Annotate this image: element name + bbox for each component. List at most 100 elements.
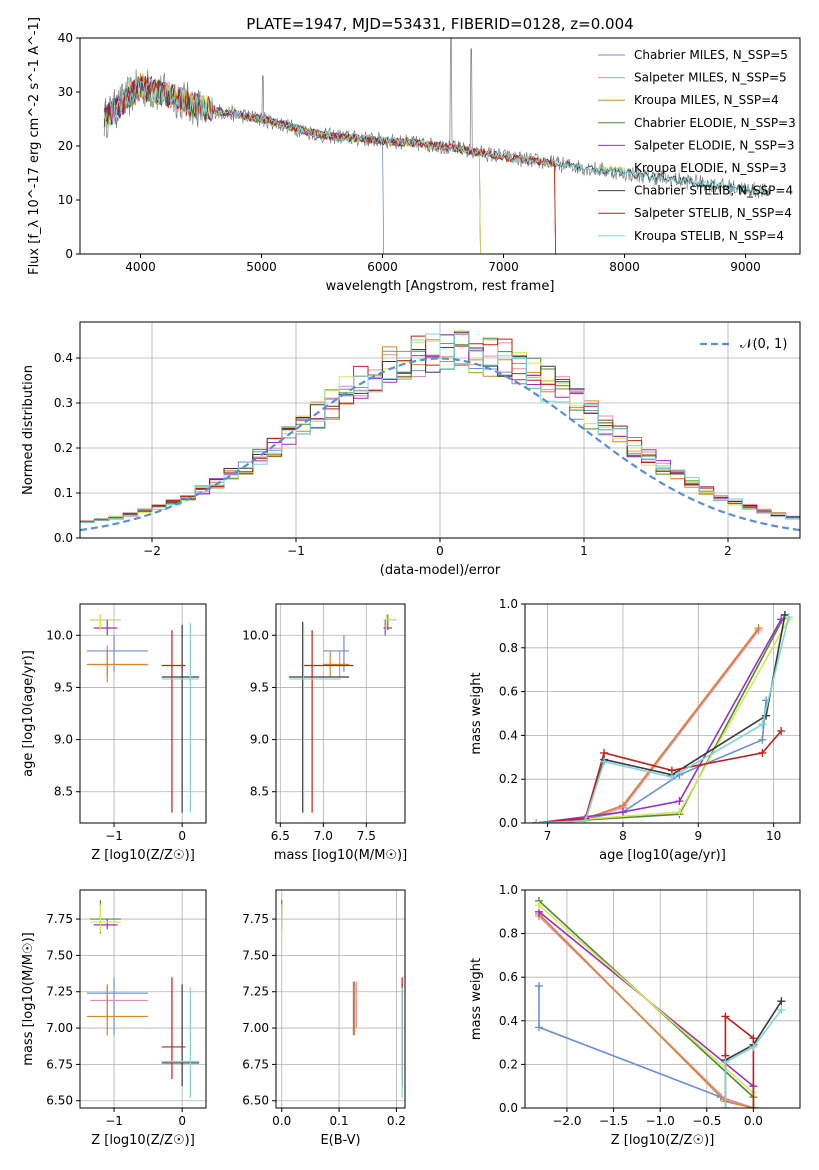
y-tick-label: 7.25 xyxy=(242,985,269,999)
spectrum-model-line xyxy=(103,75,770,254)
y-tick-label: 10.0 xyxy=(46,628,73,642)
panel-massweight-vs-Z: −2.0 −1.5 −1.0 −0.5 0.0 0.0 0.2 0.4 0.6 0.8 1.0 Z [… xyxy=(469,883,801,1148)
y-tick-label: 0.4 xyxy=(54,351,73,365)
legend-entry: Chabrier MILES, N_SSP=5 xyxy=(634,48,788,62)
x-axis-label: age [log10(age/yr)] xyxy=(599,848,726,863)
plot-area xyxy=(103,38,771,254)
mass-weight-marker xyxy=(532,819,541,823)
y-axis-label: mass weight xyxy=(469,958,484,1040)
mass-weight-line xyxy=(538,911,755,1108)
mass-weight-marker xyxy=(618,808,627,817)
panel-residuals: −2 −1 0 1 2 0.0 0.1 0.2 0.3 0.4 (data-model)/error… xyxy=(21,321,801,578)
mass-weight-marker xyxy=(758,735,767,744)
y-tick-label: 0.2 xyxy=(54,441,73,455)
y-axis-label: age [log10(age/yr)] xyxy=(21,650,36,777)
mass-weight-marker xyxy=(675,797,684,806)
legend-entry: Salpeter STELIB, N_SSP=4 xyxy=(634,206,792,220)
y-tick-label: 0 xyxy=(65,247,73,261)
x-tick-label: −2.0 xyxy=(552,1114,581,1128)
y-tick-label: 0.0 xyxy=(499,816,518,830)
mass-weight-line xyxy=(536,616,790,823)
y-tick-label: 0.8 xyxy=(499,927,518,941)
mass-weight-marker xyxy=(721,1058,730,1067)
mass-weight-marker xyxy=(762,711,771,720)
plot-area xyxy=(281,900,403,1098)
mass-weight-marker xyxy=(758,748,767,757)
mass-weight-line xyxy=(538,904,755,1108)
mass-weight-marker xyxy=(754,624,763,633)
mass-weight-marker xyxy=(777,727,786,736)
x-tick-label: 0 xyxy=(436,544,444,558)
x-tick-label: 0.2 xyxy=(387,1114,406,1128)
y-tick-label: 0.0 xyxy=(54,531,73,545)
x-tick-label: −1 xyxy=(105,1114,123,1128)
y-tick-label: 7.25 xyxy=(46,985,73,999)
x-tick-label: 10 xyxy=(766,829,781,843)
mass-weight-marker xyxy=(784,613,793,622)
mass-weight-line xyxy=(538,913,754,1108)
mass-weight-line xyxy=(536,614,786,823)
residual-histogram xyxy=(80,333,800,523)
axes-frame xyxy=(524,889,801,1109)
spectrum-model-line xyxy=(103,75,771,196)
y-tick-label: 6.50 xyxy=(242,1094,269,1108)
y-tick-label: 0.3 xyxy=(54,396,73,410)
mass-weight-marker xyxy=(758,720,767,729)
x-tick-label: 7000 xyxy=(488,260,519,274)
x-axis-label: Z [log10(Z/Z☉)] xyxy=(91,1133,195,1148)
y-tick-label: 8.5 xyxy=(250,785,269,799)
plot-area xyxy=(86,614,200,813)
x-tick-label: 1 xyxy=(580,544,588,558)
x-tick-label: 8 xyxy=(619,829,627,843)
panels: 4000 5000 6000 7000 8000 9000010203040wavelen… xyxy=(21,17,801,1148)
mass-weight-marker xyxy=(777,997,786,1006)
y-tick-label: 6.75 xyxy=(46,1057,73,1071)
y-tick-label: 0.4 xyxy=(499,728,518,742)
mass-weight-marker xyxy=(721,1104,730,1108)
x-tick-label: 0.0 xyxy=(744,1114,763,1128)
spectrum-model-line xyxy=(103,77,771,196)
x-tick-label: 9000 xyxy=(730,260,761,274)
legend-entry: Kroupa MILES, N_SSP=4 xyxy=(634,93,779,107)
y-tick-label: 7.00 xyxy=(242,1021,269,1035)
legend-entry: Chabrier ELODIE, N_SSP=3 xyxy=(634,116,796,130)
y-axis-label: mass [log10(M/M☉)] xyxy=(21,932,36,1065)
axes-frame xyxy=(79,889,207,1109)
legend-entry: Chabrier STELIB, N_SSP=4 xyxy=(634,184,793,198)
mass-weight-line xyxy=(536,730,782,823)
x-tick-label: 2 xyxy=(724,544,732,558)
y-tick-label: 30 xyxy=(58,85,73,99)
x-axis-label: Z [log10(Z/Z☉)] xyxy=(611,1133,715,1148)
y-tick-label: 9.0 xyxy=(54,733,73,747)
x-tick-label: 7.0 xyxy=(314,829,333,843)
normal-reference-curve xyxy=(80,357,800,532)
x-tick-label: −2 xyxy=(143,544,161,558)
mass-weight-marker xyxy=(534,981,543,990)
panel-massweight-vs-age: 7 8 9 10 0.0 0.2 0.4 0.6 0.8 1.0 age [log10(age/yr… xyxy=(469,597,801,863)
mass-weight-line xyxy=(536,618,782,823)
mass-weight-marker xyxy=(600,757,609,766)
x-tick-label: −1 xyxy=(105,829,123,843)
mass-weight-marker xyxy=(600,748,609,757)
x-axis-label: Z [log10(Z/Z☉)] xyxy=(91,848,195,863)
x-tick-label: −1 xyxy=(287,544,305,558)
axes-frame xyxy=(275,603,406,824)
x-axis-label: wavelength [Angstrom, rest frame] xyxy=(326,279,555,294)
y-tick-label: 9.0 xyxy=(250,733,269,747)
mass-weight-line xyxy=(536,618,790,823)
plot-area xyxy=(288,614,397,813)
y-tick-label: 9.5 xyxy=(54,680,73,694)
y-tick-label: 1.0 xyxy=(499,883,518,897)
legend-entry: Salpeter MILES, N_SSP=5 xyxy=(634,71,787,85)
mass-weight-marker xyxy=(749,1034,758,1043)
x-tick-label: 6000 xyxy=(367,260,398,274)
y-tick-label: 0.6 xyxy=(499,970,518,984)
mass-weight-marker xyxy=(534,901,543,910)
y-tick-label: 20 xyxy=(58,139,73,153)
plot-area xyxy=(80,330,800,532)
mass-weight-line xyxy=(536,627,760,823)
panel-age-vs-Z: −1 0 8.5 9.0 9.5 10.0 Z [log10(Z/Z☉)] age [log1… xyxy=(21,603,207,863)
mass-weight-marker xyxy=(777,1005,786,1014)
y-tick-label: 6.75 xyxy=(242,1057,269,1071)
